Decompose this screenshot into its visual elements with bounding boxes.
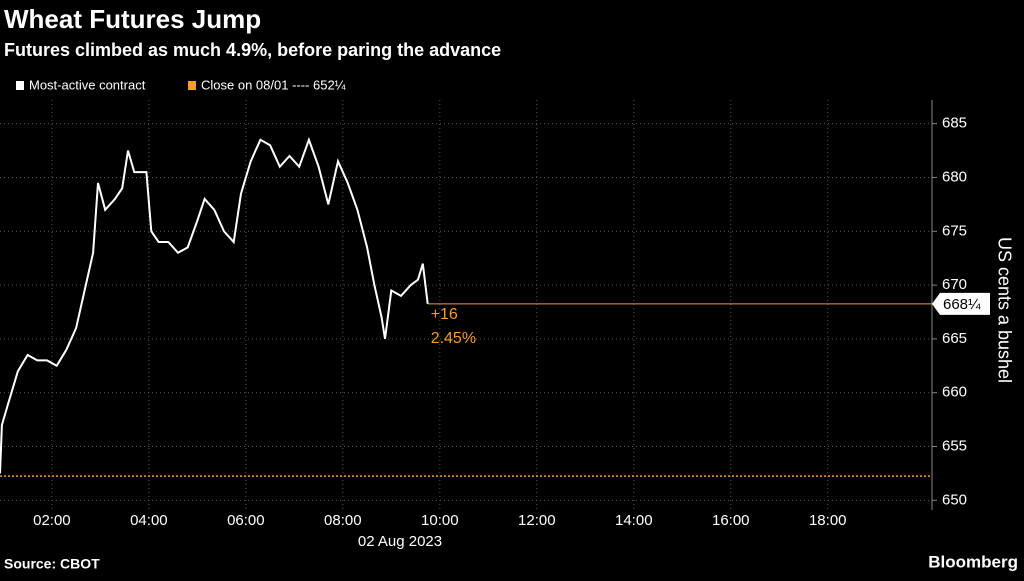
x-tick-label: 08:00: [324, 512, 362, 529]
legend-label: Close on 08/01 ---- 652¼: [201, 77, 346, 92]
price-line: [0, 136, 429, 474]
y-tick-label: 665: [942, 330, 967, 347]
y-tick-label: 680: [942, 168, 967, 185]
last-price-label: 668¼: [943, 296, 981, 313]
y-tick-label: 660: [942, 384, 967, 401]
change-annotation: +16: [431, 306, 458, 323]
x-tick-label: 12:00: [518, 512, 556, 529]
brand: Bloomberg: [928, 552, 1018, 571]
x-sublabel: 02 Aug 2023: [358, 533, 442, 550]
y-tick-label: 650: [942, 491, 967, 508]
chart-title: Wheat Futures Jump: [4, 4, 261, 34]
x-tick-label: 10:00: [421, 512, 459, 529]
x-tick-label: 18:00: [809, 512, 847, 529]
legend-swatch: [16, 81, 24, 90]
source: Source: CBOT: [4, 556, 100, 572]
last-price-tag: [932, 292, 990, 315]
y-tick-label: 675: [942, 222, 967, 239]
y-tick-label: 670: [942, 276, 967, 293]
legend-label: Most-active contract: [29, 77, 146, 92]
x-tick-label: 04:00: [130, 512, 168, 529]
x-tick-label: 16:00: [712, 512, 750, 529]
x-tick-label: 06:00: [227, 512, 265, 529]
y-axis-label: US cents a bushel: [994, 237, 1014, 383]
legend-swatch: [188, 81, 196, 90]
y-tick-label: 655: [942, 437, 967, 454]
x-tick-label: 14:00: [615, 512, 653, 529]
change-annotation: 2.45%: [431, 330, 476, 347]
chart-subtitle: Futures climbed as much 4.9%, before par…: [4, 40, 501, 60]
y-tick-label: 685: [942, 115, 967, 132]
x-tick-label: 02:00: [33, 512, 71, 529]
